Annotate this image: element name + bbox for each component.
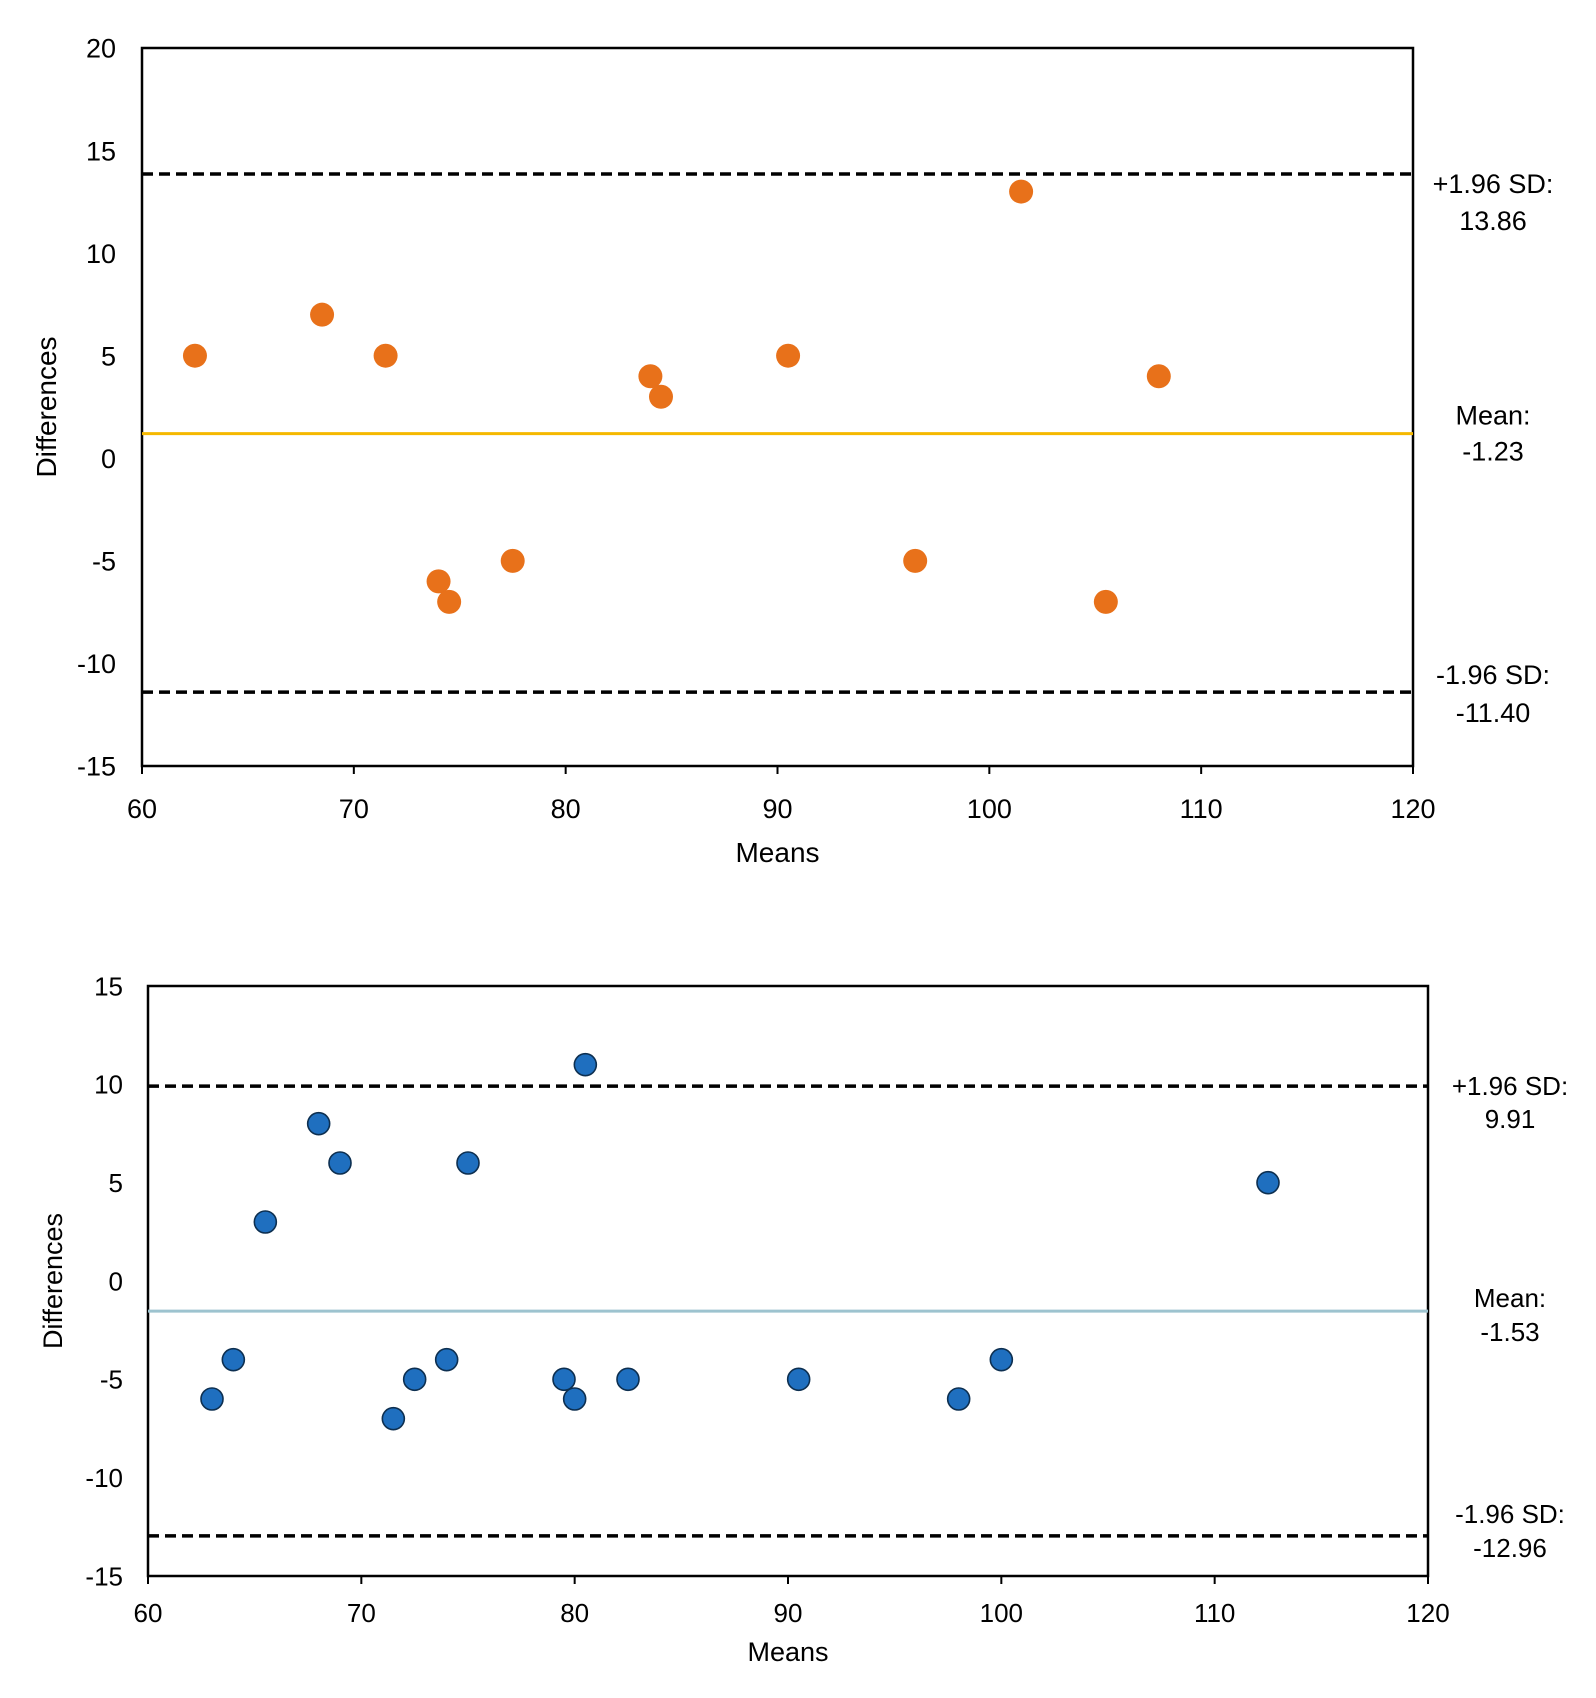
x-tick-label: 70 (347, 1598, 376, 1628)
data-point (306, 1111, 331, 1136)
y-tick-label: 10 (94, 1070, 123, 1100)
data-point (381, 1406, 406, 1431)
data-point (562, 1387, 587, 1411)
data-point (426, 569, 451, 594)
y-tick-label: 15 (94, 971, 123, 1001)
x-tick-label: 110 (1180, 794, 1223, 824)
y-tick-label: 0 (109, 1266, 123, 1296)
data-point (253, 1210, 278, 1234)
data-point (1256, 1170, 1280, 1195)
data-point (638, 364, 663, 389)
y-tick-label: -5 (100, 1365, 123, 1395)
x-tick-label: 90 (774, 1598, 803, 1628)
x-axis-label: Means (747, 1637, 828, 1667)
data-point (786, 1367, 811, 1392)
x-tick-label: 110 (1194, 1598, 1235, 1628)
data-point (310, 302, 335, 327)
data-point (182, 343, 207, 368)
upper-limit-value: 9.91 (1485, 1104, 1536, 1134)
y-axis-label: Differences (31, 336, 62, 477)
data-point (328, 1151, 352, 1175)
y-axis-label: Differences (38, 1213, 68, 1349)
data-point (200, 1387, 224, 1411)
x-tick-label: 70 (339, 794, 369, 824)
data-point (434, 1347, 459, 1372)
data-point (1009, 179, 1034, 204)
data-point (221, 1347, 246, 1372)
lower-limit-label: -1.96 SD: (1436, 660, 1550, 690)
x-tick-label: 120 (1390, 794, 1435, 824)
data-point (903, 548, 928, 573)
data-point (946, 1387, 971, 1411)
y-tick-label: 0 (101, 444, 116, 474)
x-tick-label: 60 (127, 794, 157, 824)
data-point (552, 1367, 576, 1392)
upper-limit-value: 13.86 (1459, 206, 1527, 236)
lower-limit-value: -11.40 (1456, 698, 1531, 728)
y-tick-label: -5 (92, 547, 116, 577)
x-tick-label: 60 (134, 1598, 163, 1628)
data-point (1093, 589, 1118, 614)
data-point (402, 1367, 427, 1392)
mean-value: -1.23 (1462, 437, 1524, 467)
data-point (616, 1367, 640, 1392)
x-tick-label: 80 (551, 794, 581, 824)
plot-area-frame (146, 984, 1430, 1578)
mean-value: -1.53 (1480, 1317, 1539, 1347)
data-point (648, 384, 673, 409)
y-tick-label: -15 (85, 1561, 123, 1591)
data-point (776, 343, 801, 368)
x-axis-label: Means (735, 837, 819, 868)
data-point (373, 343, 398, 368)
data-point (500, 548, 525, 573)
y-tick-label: 10 (86, 239, 116, 269)
chart-2: 60 70 80 90 100 110 120 -15 -10 -5 0 5 10 15 Means Diff… (38, 971, 1568, 1667)
chart-1: 60 70 80 90 100 110 120 -15 -10 -5 0 5 10 15 20 Means Di… (31, 34, 1553, 868)
upper-limit-label: +1.96 SD: (1452, 1071, 1568, 1101)
data-point (989, 1347, 1014, 1372)
x-tick-label: 120 (1406, 1598, 1449, 1628)
y-tick-label: -10 (85, 1463, 123, 1493)
y-tick-label: 20 (86, 34, 116, 64)
data-point (1146, 364, 1171, 389)
x-tick-label: 100 (967, 794, 1012, 824)
y-tick-label: 5 (101, 341, 116, 371)
y-tick-label: -15 (77, 752, 116, 782)
x-tick-label: 100 (980, 1598, 1023, 1628)
plot-area-frame (140, 46, 1415, 768)
upper-limit-label: +1.96 SD: (1433, 169, 1554, 199)
mean-label: Mean: (1455, 401, 1530, 431)
lower-limit-label: -1.96 SD: (1455, 1499, 1565, 1529)
y-tick-label: 15 (86, 136, 116, 166)
x-tick-label: 90 (762, 794, 792, 824)
y-tick-label: -10 (77, 649, 116, 679)
data-point (456, 1151, 480, 1175)
data-point (573, 1052, 598, 1077)
mean-label: Mean: (1474, 1283, 1546, 1313)
y-tick-label: 5 (109, 1168, 123, 1198)
x-tick-label: 80 (560, 1598, 589, 1628)
data-point (437, 589, 462, 614)
lower-limit-value: -12.96 (1473, 1533, 1547, 1563)
